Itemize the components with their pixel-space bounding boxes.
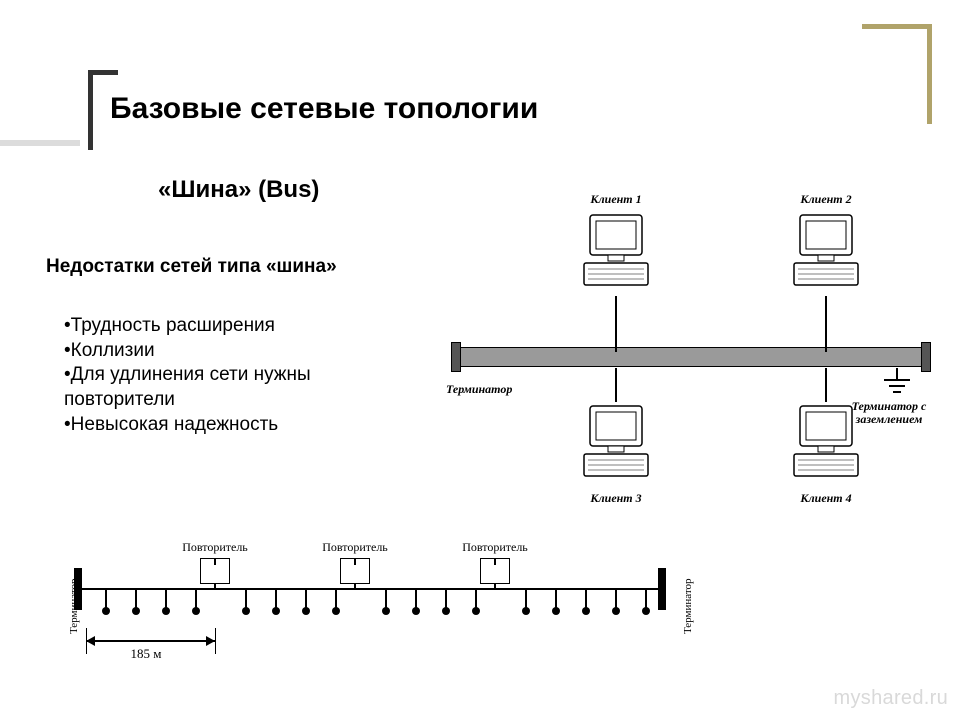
drop-cable [615, 368, 617, 402]
repeater-box-icon [480, 558, 510, 584]
network-node [305, 588, 307, 612]
drop-cable [825, 368, 827, 402]
network-node [585, 588, 587, 612]
bus-topology-diagram: Терминатор Терминатор с заземлением Клие… [456, 192, 926, 532]
slide-title: Базовые сетевые топологии [110, 92, 538, 126]
client-label: Клиент 4 [776, 491, 876, 506]
repeater-terminator-left-label: Терминатор [68, 578, 80, 634]
repeater-terminator-right-icon [658, 568, 666, 610]
network-node [135, 588, 137, 612]
repeater-label: Повторитель [310, 540, 400, 555]
decorative-corner-top-right [862, 24, 932, 124]
slide-subtitle: «Шина» (Bus) [158, 176, 319, 204]
computer-icon [786, 211, 866, 291]
computer-icon [786, 402, 866, 482]
bus-cable [456, 347, 926, 367]
disadvantages-list: Трудность расширения Коллизии Для удлине… [64, 314, 424, 437]
network-node [555, 588, 557, 612]
watermark: myshared.ru [834, 687, 948, 710]
bullet-item: Невысокая надежность [64, 413, 424, 438]
repeater-diagram: Терминатор Терминатор ПовторительПовтори… [50, 528, 690, 688]
repeater-box-icon [200, 558, 230, 584]
client-3: Клиент 3 [566, 402, 666, 506]
dimension-tick [215, 628, 216, 654]
bullet-item: Коллизии [64, 339, 424, 364]
network-node [645, 588, 647, 612]
repeater-box-icon [340, 558, 370, 584]
repeater-label: Повторитель [450, 540, 540, 555]
network-node [245, 588, 247, 612]
client-1: Клиент 1 [566, 192, 666, 296]
terminator-left-icon [451, 342, 461, 372]
network-node [415, 588, 417, 612]
network-node [335, 588, 337, 612]
network-node [165, 588, 167, 612]
computer-icon [576, 211, 656, 291]
disadvantages-heading: Недостатки сетей типа «шина» [46, 256, 337, 278]
network-node [105, 588, 107, 612]
repeater-terminator-right-label: Терминатор [682, 578, 694, 634]
network-node [445, 588, 447, 612]
terminator-left-label: Терминатор [446, 382, 512, 397]
segment-length-label: 185 м [131, 646, 162, 662]
computer-icon [576, 402, 656, 482]
drop-cable [615, 296, 617, 352]
network-node [475, 588, 477, 612]
client-2: Клиент 2 [776, 192, 876, 296]
network-node [385, 588, 387, 612]
ground-icon [880, 368, 914, 398]
network-node [275, 588, 277, 612]
client-label: Клиент 3 [566, 491, 666, 506]
drop-cable [825, 296, 827, 352]
network-node [195, 588, 197, 612]
repeater-label: Повторитель [170, 540, 260, 555]
network-node [615, 588, 617, 612]
client-label: Клиент 2 [776, 192, 876, 207]
bullet-item: Для удлинения сети нужны повторители [64, 363, 424, 412]
network-node [525, 588, 527, 612]
bullet-item: Трудность расширения [64, 314, 424, 339]
client-label: Клиент 1 [566, 192, 666, 207]
dimension-arrow [86, 640, 215, 642]
client-4: Клиент 4 [776, 402, 876, 506]
terminator-right-icon [921, 342, 931, 372]
decorative-stripe [0, 140, 80, 146]
